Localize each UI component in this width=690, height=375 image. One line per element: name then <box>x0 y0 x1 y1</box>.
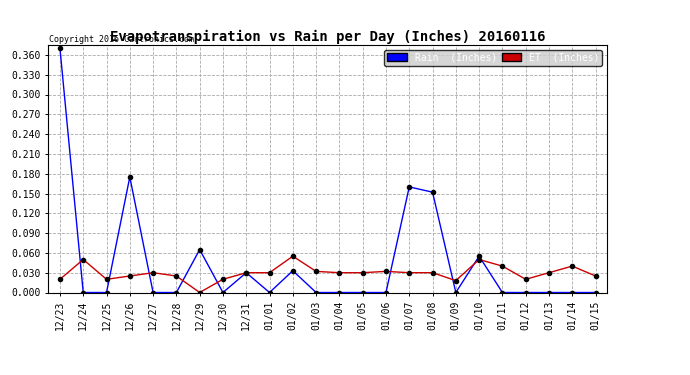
Title: Evapotranspiration vs Rain per Day (Inches) 20160116: Evapotranspiration vs Rain per Day (Inch… <box>110 30 546 44</box>
Legend: Rain  (Inches), ET  (Inches): Rain (Inches), ET (Inches) <box>384 50 602 66</box>
Text: Copyright 2016 Cartronics.com: Copyright 2016 Cartronics.com <box>49 35 194 44</box>
